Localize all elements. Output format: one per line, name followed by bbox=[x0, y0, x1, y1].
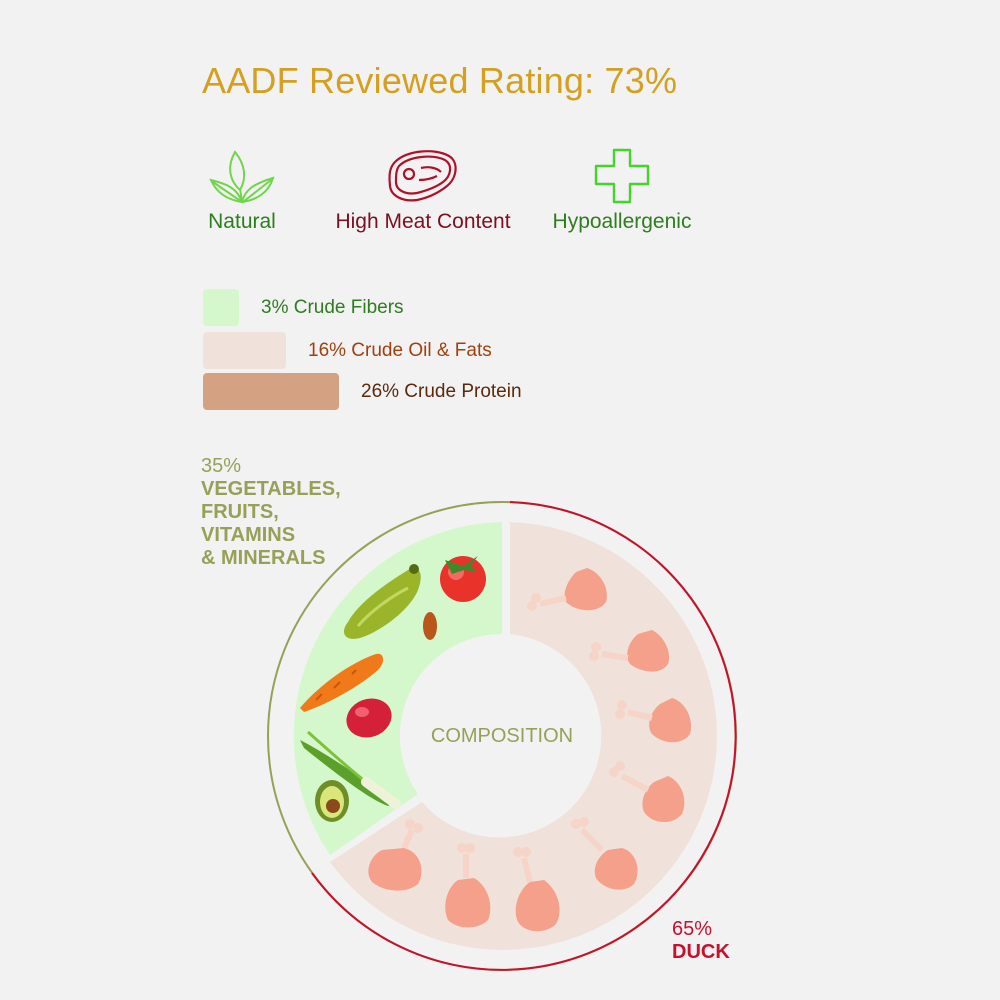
drumstick-icon bbox=[513, 847, 560, 932]
ring-duck bbox=[311, 501, 737, 971]
feature-high-meat: High Meat Content bbox=[322, 148, 524, 234]
feature-hypoallergenic: Hypoallergenic bbox=[540, 148, 704, 234]
composition-center-label: COMPOSITION bbox=[431, 725, 573, 747]
segment-duck bbox=[330, 522, 717, 950]
feature-hypoallergenic-label: Hypoallergenic bbox=[552, 210, 692, 233]
drumstick-icon bbox=[445, 843, 491, 928]
leaves-icon bbox=[209, 150, 275, 204]
drumstick-icon bbox=[589, 630, 670, 672]
drumstick-icon bbox=[571, 817, 638, 890]
nutrient-bar-fibers bbox=[203, 289, 239, 326]
segment-percent-duck: 65% bbox=[672, 918, 713, 940]
nutrient-row-protein: 26% Crude Protein bbox=[203, 373, 522, 410]
carrot-icon bbox=[300, 653, 384, 712]
rating-title: AADF Reviewed Rating: 73% bbox=[202, 60, 678, 101]
feature-natural: Natural bbox=[190, 148, 294, 234]
segment-name-line: FRUITS, bbox=[201, 501, 279, 523]
steak-icon bbox=[388, 150, 457, 202]
nutrient-bar-protein bbox=[203, 373, 339, 410]
drumstick-icon bbox=[609, 761, 685, 823]
nutrient-label-oil-fats: 16% Crude Oil & Fats bbox=[308, 339, 492, 361]
segment-name-line: DUCK bbox=[672, 941, 730, 963]
drumstick-icon bbox=[615, 698, 692, 743]
nutrient-label-protein: 26% Crude Protein bbox=[361, 380, 522, 402]
drumstick-icon bbox=[368, 819, 423, 891]
segment-percent-vegetables: 35% bbox=[201, 455, 242, 477]
zucchini-icon bbox=[344, 564, 421, 639]
nutrient-bar-oil-fats bbox=[203, 332, 286, 369]
drumstick-icon bbox=[527, 568, 607, 611]
segment-name-line: VITAMINS bbox=[201, 524, 296, 546]
feature-high-meat-label: High Meat Content bbox=[335, 210, 511, 233]
cross-icon bbox=[594, 148, 650, 204]
nutrient-row-fibers: 3% Crude Fibers bbox=[203, 289, 404, 326]
plum-tomato-icon bbox=[346, 698, 392, 738]
segment-label-vegetables: 35% VEGETABLES, FRUITS, VITAMINS & MINER… bbox=[201, 455, 341, 570]
almond-icon bbox=[423, 612, 437, 640]
segment-label-duck: 65% DUCK bbox=[672, 918, 730, 964]
segment-name-line: & MINERALS bbox=[201, 547, 326, 569]
segment-name-line: VEGETABLES, bbox=[201, 478, 341, 500]
feature-natural-label: Natural bbox=[208, 210, 276, 233]
avocado-icon bbox=[315, 780, 349, 822]
leek-icon bbox=[300, 730, 401, 809]
tomato-icon bbox=[440, 556, 486, 602]
nutrient-row-oil-fats: 16% Crude Oil & Fats bbox=[203, 332, 492, 369]
nutrient-label-fibers: 3% Crude Fibers bbox=[261, 296, 404, 318]
